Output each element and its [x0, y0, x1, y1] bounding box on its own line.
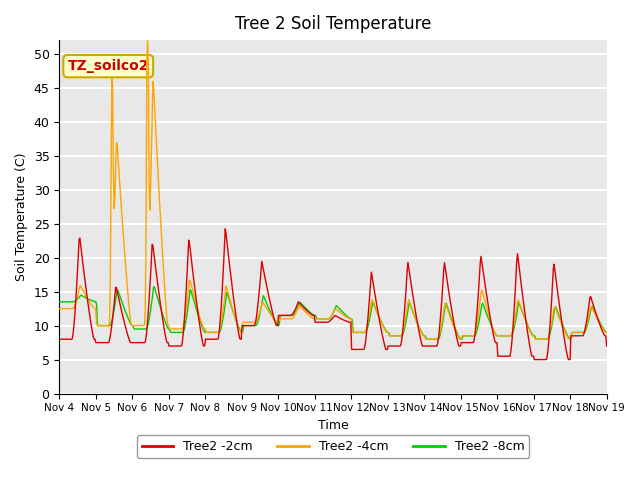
Title: Tree 2 Soil Temperature: Tree 2 Soil Temperature [235, 15, 431, 33]
Text: TZ_soilco2: TZ_soilco2 [67, 59, 149, 73]
Y-axis label: Soil Temperature (C): Soil Temperature (C) [15, 153, 28, 281]
Legend: Tree2 -2cm, Tree2 -4cm, Tree2 -8cm: Tree2 -2cm, Tree2 -4cm, Tree2 -8cm [136, 435, 529, 458]
X-axis label: Time: Time [317, 419, 348, 432]
